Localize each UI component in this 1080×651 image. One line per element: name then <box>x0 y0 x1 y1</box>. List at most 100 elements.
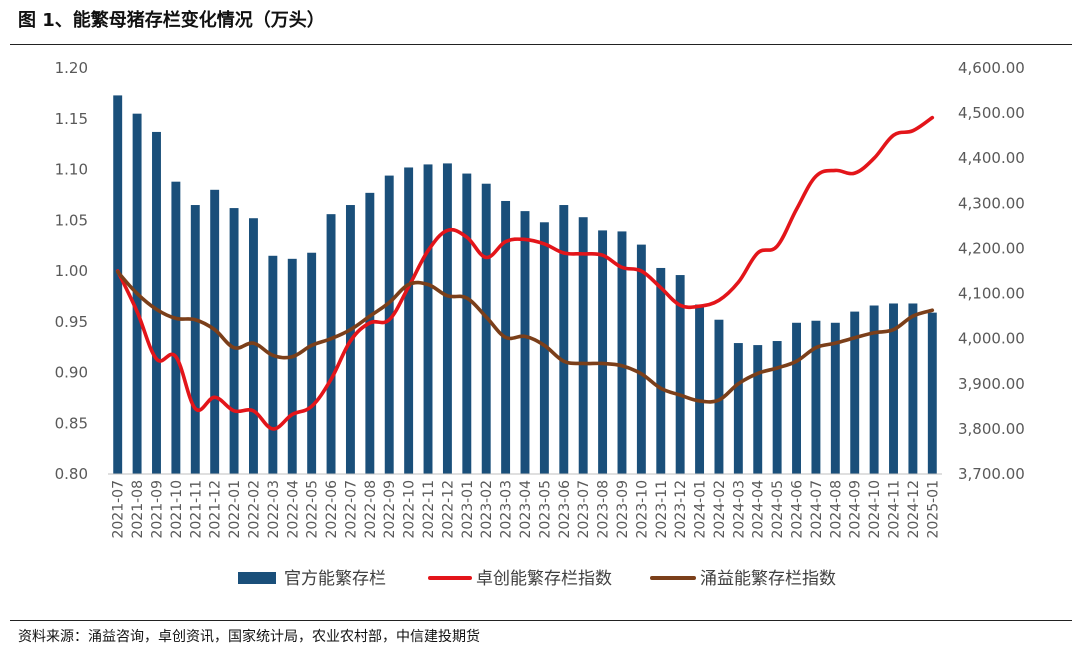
bar <box>927 312 937 474</box>
y-right-tick-label: 3,800.00 <box>958 420 1025 438</box>
y-right-tick-label: 4,000.00 <box>958 330 1025 348</box>
chart: 0.80 0.85 0.90 0.95 1.00 1.05 1.10 1.15 1.20 3,70… <box>55 59 1025 589</box>
legend-label-zhuochuang: 卓创能繁存栏指数 <box>476 569 612 589</box>
top-rule <box>10 44 1072 45</box>
bar <box>384 175 394 474</box>
x-tick-label: 2025-01 <box>925 480 941 539</box>
x-tick-label: 2022-09 <box>382 480 398 539</box>
y-left-tick-label: 1.00 <box>55 262 88 280</box>
x-tick-label: 2022-08 <box>363 480 379 539</box>
x-tick-label: 2022-02 <box>246 480 262 539</box>
yongyi-index-line <box>115 270 935 404</box>
bar <box>249 218 258 474</box>
bar <box>889 303 898 474</box>
y-right-tick-label: 3,900.00 <box>958 375 1025 393</box>
x-tick-label: 2024-02 <box>712 480 728 539</box>
y-right-tick-label: 4,300.00 <box>958 194 1025 212</box>
legend-label-official: 官方能繁存栏 <box>284 569 386 589</box>
line-series <box>115 115 935 431</box>
bar <box>326 214 336 474</box>
bar <box>753 345 763 474</box>
y-left-tick-label: 0.80 <box>55 465 88 483</box>
x-tick-label: 2022-05 <box>305 480 321 539</box>
y-right-tick-label: 4,200.00 <box>958 239 1025 257</box>
bar <box>559 205 569 474</box>
y-right-tick-label: 4,400.00 <box>958 149 1025 167</box>
bar <box>908 303 918 474</box>
x-tick-label: 2024-08 <box>828 480 844 539</box>
x-tick-label: 2023-03 <box>499 480 515 539</box>
y-right-tick-label: 4,100.00 <box>958 285 1025 303</box>
legend: 官方能繁存栏 卓创能繁存栏指数 涌益能繁存栏指数 <box>238 569 836 589</box>
bar <box>772 341 782 474</box>
bar <box>656 267 666 474</box>
bar <box>675 275 685 474</box>
bar <box>365 192 375 474</box>
bar <box>152 131 161 474</box>
x-tick-label: 2023-12 <box>673 480 689 539</box>
bar <box>404 167 414 474</box>
x-tick-label: 2023-09 <box>615 480 631 539</box>
legend-label-yongyi: 涌益能繁存栏指数 <box>700 569 836 589</box>
bar <box>287 258 297 474</box>
zhuochuang-index-line <box>115 115 935 431</box>
bar <box>617 231 627 474</box>
bar <box>113 95 123 475</box>
bottom-rule <box>10 620 1072 621</box>
x-tick-label: 2023-02 <box>479 480 495 539</box>
x-tick-label: 2023-08 <box>596 480 612 539</box>
bar <box>442 163 452 474</box>
bar <box>811 320 821 474</box>
x-tick-label: 2021-12 <box>208 480 224 539</box>
bar <box>268 255 278 474</box>
x-tick-label: 2023-07 <box>576 480 592 539</box>
x-tick-label: 2022-06 <box>324 480 340 539</box>
legend-swatch-official <box>238 572 276 584</box>
bar <box>850 311 860 474</box>
x-tick-label: 2023-01 <box>460 480 476 539</box>
y-left-tick-label: 0.85 <box>55 414 88 432</box>
y-right-tick-label: 4,600.00 <box>958 59 1025 77</box>
figure-title: 图 1、能繁母猪存栏变化情况（万头） <box>18 10 325 31</box>
bar <box>307 252 317 474</box>
bar <box>481 183 491 474</box>
x-tick-label: 2023-04 <box>518 480 534 539</box>
axes: 0.80 0.85 0.90 0.95 1.00 1.05 1.10 1.15 1.20 3,70… <box>55 59 1025 539</box>
x-tick-label: 2024-01 <box>693 480 709 539</box>
x-tick-label: 2022-10 <box>402 480 418 539</box>
x-tick-label: 2021-08 <box>130 480 146 539</box>
y-left-tick-label: 1.05 <box>55 211 88 229</box>
x-tick-label: 2024-12 <box>906 480 922 539</box>
bar <box>423 164 433 475</box>
y-left-tick-label: 0.90 <box>55 364 88 382</box>
bar <box>462 173 472 474</box>
x-tick-label: 2022-12 <box>440 480 456 539</box>
x-tick-label: 2024-07 <box>809 480 825 539</box>
x-tick-label: 2023-06 <box>557 480 573 539</box>
x-tick-label: 2023-10 <box>634 480 650 539</box>
x-tick-label: 2022-03 <box>266 480 282 539</box>
bar <box>190 205 200 474</box>
x-tick-label: 2024-05 <box>770 480 786 539</box>
bar <box>636 244 646 474</box>
bar <box>171 181 181 474</box>
x-tick-label: 2021-09 <box>149 480 165 539</box>
x-tick-label: 2022-11 <box>421 480 437 539</box>
x-tick-label: 2021-07 <box>111 480 127 539</box>
bar <box>520 211 530 474</box>
bar-series <box>113 95 937 475</box>
bar <box>695 304 705 474</box>
x-tick-label: 2021-10 <box>169 480 185 539</box>
x-tick-label: 2024-11 <box>887 480 903 539</box>
x-tick-label: 2022-01 <box>227 480 243 539</box>
y-left-tick-label: 1.20 <box>55 59 88 77</box>
y-right-tick-label: 3,700.00 <box>958 465 1025 483</box>
x-tick-label: 2024-03 <box>731 480 747 539</box>
y-left-tick-label: 1.15 <box>55 110 88 128</box>
bar <box>792 322 801 474</box>
bar <box>598 230 608 474</box>
bar <box>869 305 879 474</box>
x-tick-label: 2022-07 <box>343 480 359 539</box>
x-tick-label: 2021-11 <box>188 480 204 539</box>
bar <box>714 319 724 474</box>
